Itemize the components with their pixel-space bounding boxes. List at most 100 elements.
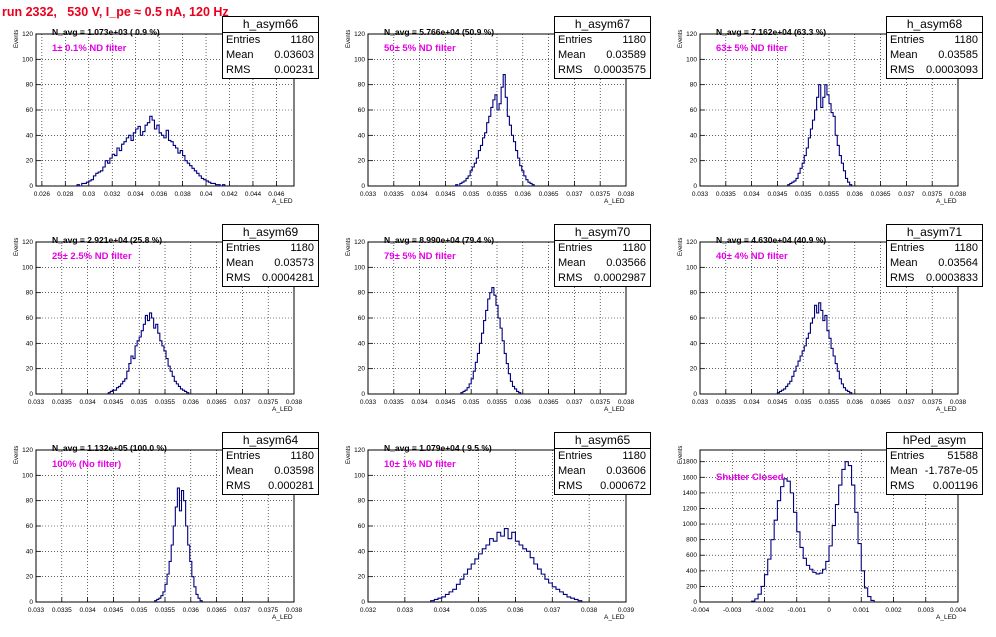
histogram-name: h_asym66	[223, 17, 318, 33]
histogram-bin	[141, 331, 143, 394]
histogram-bin	[140, 135, 142, 186]
stat-row-mean: Mean -1.787e-05	[887, 464, 982, 479]
histogram-bin	[152, 318, 154, 394]
histogram-bin	[159, 133, 161, 186]
stat-value: 1180	[290, 34, 314, 46]
y-tick-label: 20	[690, 366, 698, 373]
y-tick-label: 100	[354, 472, 365, 479]
histogram-bin	[101, 171, 103, 186]
x-tick-label: 0.0375	[922, 191, 942, 198]
x-tick-label: 0.038	[286, 399, 303, 406]
x-tick-label: 0.035	[463, 191, 480, 198]
histogram-bin	[829, 104, 831, 186]
histogram-bin	[460, 579, 464, 602]
stat-row-entries: Entries 1180	[223, 33, 318, 48]
x-tick-label: 0.0345	[767, 399, 787, 406]
stat-value: 0.03589	[606, 49, 646, 61]
histogram-bin	[501, 536, 505, 602]
stat-value: 1180	[622, 34, 646, 46]
histogram-pad-hPed_asym: -0.004 -0.003 -0.002 -0.001 0 0.001 0.002 0.003…	[664, 430, 996, 637]
histogram-bin	[497, 532, 501, 602]
y-tick-label: 60	[358, 315, 366, 322]
histogram-name: h_asym71	[887, 225, 982, 241]
stat-row-rms: RMS 0.0003093	[887, 63, 982, 78]
stat-value: 0.03603	[274, 49, 314, 61]
x-tick-label: 0.0365	[207, 607, 227, 614]
n-avg-label: N_avg = 5.766e+04 (50.9 %)	[384, 27, 495, 37]
histogram-line	[787, 84, 853, 186]
n-avg-label: N_avg = 8.990e+04 (79.4 %)	[384, 235, 495, 245]
x-tick-label: 0.033	[692, 191, 709, 198]
y-tick-label: 100	[354, 56, 365, 63]
x-axis-label: A_LED	[604, 198, 625, 205]
histogram-bin	[817, 313, 819, 394]
x-tick-label: 0.034	[743, 399, 760, 406]
stat-row-entries: Entries 1180	[555, 33, 650, 48]
histogram-bin	[114, 390, 116, 394]
histogram-bin	[445, 594, 449, 602]
histogram-bin	[512, 532, 516, 602]
stat-row-entries: Entries 1180	[555, 449, 650, 464]
histogram-name: h_asym64	[223, 433, 318, 449]
histogram-line	[76, 115, 226, 187]
stat-value: 0.000281	[268, 480, 314, 492]
y-tick-label: 1800	[683, 459, 698, 466]
stat-key: RMS	[226, 272, 251, 284]
histogram-bin	[129, 135, 131, 186]
x-tick-label: 0.0335	[384, 399, 404, 406]
histogram-bin	[827, 331, 829, 394]
histogram-bin	[556, 589, 560, 602]
histogram-bin	[545, 579, 549, 602]
histogram-bin	[169, 140, 171, 186]
x-tick-label: 0.0335	[384, 191, 404, 198]
histogram-bin	[176, 148, 178, 186]
stat-row-mean: Mean 0.03589	[555, 48, 650, 63]
y-tick-label: 120	[22, 31, 33, 38]
histogram-bin	[124, 142, 126, 186]
y-tick-label: 120	[686, 31, 697, 38]
y-tick-label: 80	[358, 290, 366, 297]
x-tick-label: -0.003	[723, 607, 742, 614]
y-tick-label: 20	[26, 574, 34, 581]
filter-annotation: Shutter Closed	[716, 472, 784, 483]
histogram-bin	[560, 592, 564, 602]
x-tick-label: 0.036	[847, 399, 864, 406]
stat-row-entries: Entries 1180	[223, 449, 318, 464]
histogram-bin	[823, 569, 826, 602]
x-axis-label: A_LED	[272, 614, 293, 621]
x-tick-label: 0.03	[82, 191, 95, 198]
x-tick-label: 0.032	[360, 607, 377, 614]
y-axis-label: Events	[14, 237, 20, 256]
y-tick-label: 40	[26, 548, 34, 555]
histogram-bin	[171, 142, 173, 186]
y-tick-label: 1000	[683, 521, 698, 528]
x-tick-label: 0.0345	[435, 399, 455, 406]
histogram-bin	[490, 539, 494, 602]
y-tick-label: 0	[361, 599, 365, 606]
y-tick-label: 20	[26, 158, 34, 165]
histogram-bin	[842, 469, 845, 602]
stat-row-rms: RMS 0.0004281	[223, 271, 318, 286]
x-axis-label: A_LED	[936, 406, 957, 413]
histogram-bin	[157, 125, 159, 186]
y-tick-label: 40	[690, 132, 698, 139]
histogram-name: h_asym68	[887, 17, 982, 33]
y-axis-label: Events	[14, 445, 20, 464]
y-tick-label: 40	[26, 340, 34, 347]
n-avg-label: N_avg = 1.073e+03 ( 0.9 %)	[52, 27, 160, 37]
histogram-bin	[813, 572, 816, 602]
histogram-bin	[482, 549, 486, 602]
stat-key: Mean	[558, 49, 586, 61]
stats-box: h_asym69 Entries 1180 Mean 0.03573 RMS 0.00042…	[222, 224, 319, 287]
y-tick-label: 60	[690, 315, 698, 322]
histogram-bin	[815, 110, 817, 186]
n-avg-label: N_avg = 2.921e+04 (25.8 %)	[52, 235, 163, 245]
histogram-bin	[136, 129, 138, 186]
y-axis-label: Events	[346, 445, 352, 464]
histogram-bin	[187, 163, 189, 186]
histogram-bin	[800, 356, 802, 394]
x-tick-label: 0.038	[581, 607, 598, 614]
histogram-bin	[504, 529, 508, 602]
x-tick-label: 0.037	[898, 191, 915, 198]
x-tick-label: 0.042	[221, 191, 238, 198]
